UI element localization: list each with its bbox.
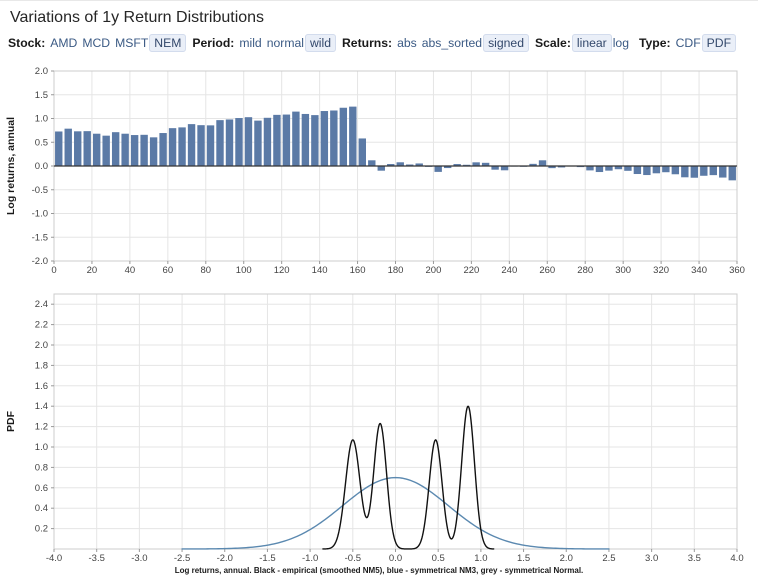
svg-text:80: 80 <box>200 265 211 275</box>
svg-text:0.5: 0.5 <box>35 137 48 148</box>
svg-text:-1.0: -1.0 <box>32 209 48 220</box>
svg-text:-4.0: -4.0 <box>46 553 62 563</box>
svg-text:-1.5: -1.5 <box>259 553 275 563</box>
svg-text:3.5: 3.5 <box>688 553 701 563</box>
svg-text:2.0: 2.0 <box>35 340 48 351</box>
svg-text:3.0: 3.0 <box>645 553 658 563</box>
svg-text:2.5: 2.5 <box>602 553 615 563</box>
svg-text:1.4: 1.4 <box>35 401 48 412</box>
svg-text:40: 40 <box>125 265 136 275</box>
svg-text:0.2: 0.2 <box>35 524 48 535</box>
svg-text:2.0: 2.0 <box>35 66 48 77</box>
svg-text:320: 320 <box>653 265 669 275</box>
svg-text:1.0: 1.0 <box>35 114 48 125</box>
svg-text:0.0: 0.0 <box>389 553 402 563</box>
svg-text:0.5: 0.5 <box>432 553 445 563</box>
svg-text:-2.5: -2.5 <box>174 553 190 563</box>
svg-text:140: 140 <box>312 265 328 275</box>
svg-text:1.2: 1.2 <box>35 422 48 433</box>
svg-text:-2.0: -2.0 <box>217 553 233 563</box>
svg-text:1.5: 1.5 <box>35 90 48 101</box>
svg-text:0: 0 <box>51 265 56 275</box>
svg-text:1.8: 1.8 <box>35 360 48 371</box>
svg-text:1.0: 1.0 <box>35 442 48 453</box>
svg-text:-1.5: -1.5 <box>32 232 48 243</box>
svg-text:280: 280 <box>577 265 593 275</box>
svg-text:260: 260 <box>539 265 555 275</box>
svg-text:2.0: 2.0 <box>560 553 573 563</box>
svg-text:PDF: PDF <box>5 410 17 432</box>
svg-text:220: 220 <box>463 265 479 275</box>
svg-text:2.4: 2.4 <box>35 299 48 310</box>
svg-text:300: 300 <box>615 265 631 275</box>
svg-text:240: 240 <box>501 265 517 275</box>
svg-text:-1.0: -1.0 <box>302 553 318 563</box>
svg-text:1.0: 1.0 <box>474 553 487 563</box>
svg-text:-3.5: -3.5 <box>89 553 105 563</box>
svg-text:340: 340 <box>691 265 707 275</box>
svg-text:200: 200 <box>426 265 442 275</box>
svg-text:20: 20 <box>87 265 98 275</box>
svg-text:120: 120 <box>274 265 290 275</box>
svg-text:1.6: 1.6 <box>35 381 48 392</box>
svg-text:0.4: 0.4 <box>35 503 48 514</box>
svg-text:-3.0: -3.0 <box>131 553 147 563</box>
svg-text:0.8: 0.8 <box>35 462 48 473</box>
svg-text:180: 180 <box>388 265 404 275</box>
svg-text:-0.5: -0.5 <box>345 553 361 563</box>
svg-text:160: 160 <box>350 265 366 275</box>
svg-text:100: 100 <box>236 265 252 275</box>
svg-text:60: 60 <box>163 265 174 275</box>
svg-text:0.0: 0.0 <box>35 161 48 172</box>
svg-text:0.6: 0.6 <box>35 483 48 494</box>
svg-text:360: 360 <box>729 265 745 275</box>
svg-text:Log returns, annual: Log returns, annual <box>5 117 17 215</box>
svg-text:-0.5: -0.5 <box>32 185 48 196</box>
svg-text:-2.0: -2.0 <box>32 256 48 267</box>
svg-text:4.0: 4.0 <box>730 553 743 563</box>
svg-text:1.5: 1.5 <box>517 553 530 563</box>
svg-text:2.2: 2.2 <box>35 320 48 331</box>
